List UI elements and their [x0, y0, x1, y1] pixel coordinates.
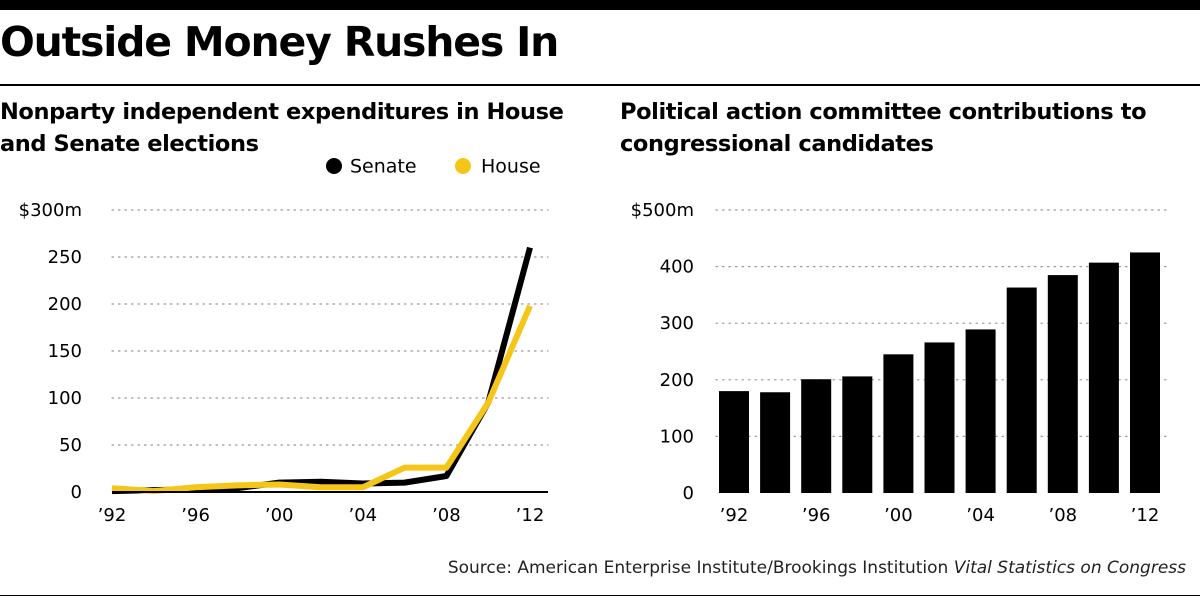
bar [760, 392, 791, 493]
bar [1130, 252, 1160, 493]
source-note: Source: American Enterprise Institute/Br… [448, 558, 1186, 578]
legend-label-house: House [481, 156, 541, 178]
page-title: Outside Money Rushes In [0, 18, 559, 66]
line-y-tick-label: 0 [71, 482, 82, 503]
line-y-tick-label: 200 [48, 294, 82, 315]
bar [1006, 287, 1037, 493]
bar-y-tick-label: 200 [660, 370, 694, 391]
bar-x-tick-label: ’00 [884, 505, 913, 526]
bar [924, 342, 955, 493]
series-line-house [111, 304, 533, 495]
line-x-tick-label: ’12 [516, 505, 545, 526]
top-bar [0, 0, 1200, 10]
legend-swatch-house [455, 158, 471, 174]
bar [1047, 275, 1078, 493]
bar-y-tick-label: 400 [660, 257, 694, 278]
bar-chart-title: Political action committee contributions… [620, 99, 1147, 157]
series-line-senate [111, 246, 533, 495]
bar [801, 379, 832, 493]
legend-label-senate: Senate [350, 156, 417, 178]
bar [1088, 262, 1119, 493]
line-y-tick-label: 50 [59, 435, 82, 456]
line-x-tick-label: ’00 [265, 505, 294, 526]
bar-x-tick-label: ’12 [1131, 505, 1160, 526]
bar-y-tick-label: 0 [683, 483, 694, 504]
legend-swatch-senate [326, 158, 342, 174]
bar-y-tick-label: 300 [660, 313, 694, 334]
line-y-tick-label: 250 [48, 247, 82, 268]
line-x-tick-label: ’04 [348, 505, 377, 526]
line-y-tick-label: 150 [48, 341, 82, 362]
bar-y-tick-label: $500m [631, 200, 694, 221]
bar [842, 376, 873, 493]
source-title: Vital Statistics on Congress [953, 558, 1186, 578]
line-x-tick-label: ’08 [432, 505, 461, 526]
bar-x-tick-label: ’04 [966, 505, 995, 526]
line-chart-title: Nonparty independent expenditures in Hou… [0, 99, 564, 157]
bar [883, 354, 914, 493]
title-rule [0, 84, 1200, 86]
source-prefix: Source: American Enterprise Institute/Br… [447, 558, 954, 578]
bar-x-tick-label: ’08 [1048, 505, 1077, 526]
line-y-tick-label: $300m [19, 200, 82, 221]
bar-y-tick-label: 100 [660, 426, 694, 447]
bar-x-tick-label: ’92 [720, 505, 749, 526]
bottom-rule [0, 595, 1200, 596]
line-x-tick-label: ’96 [181, 505, 210, 526]
line-y-tick-label: 100 [48, 388, 82, 409]
bar [965, 329, 996, 493]
line-x-tick-label: ’92 [98, 505, 127, 526]
bar-x-tick-label: ’96 [802, 505, 831, 526]
bar [719, 391, 749, 493]
